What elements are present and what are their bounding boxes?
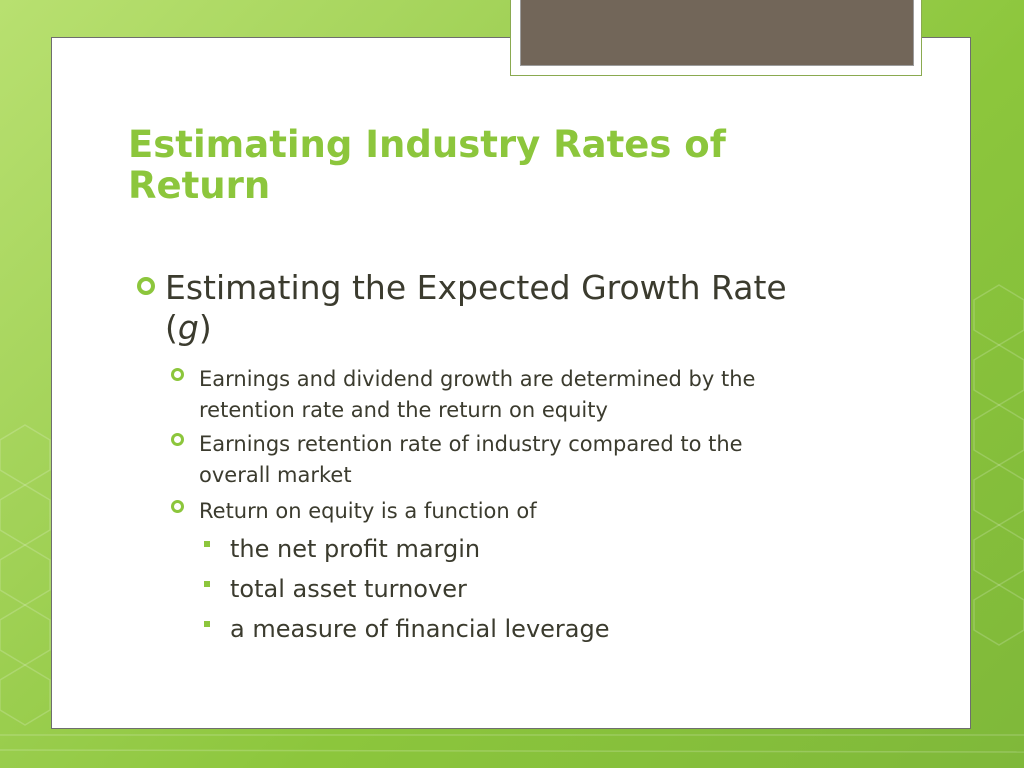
bullet-level1-text: Estimating the Expected Growth Rate	[165, 268, 787, 307]
square-bullet-icon	[204, 621, 210, 627]
bullet-level3: total asset turnover	[230, 575, 467, 603]
bullet-level2: Earnings retention rate of industry comp…	[199, 429, 859, 491]
bullet-level2: Earnings and dividend growth are determi…	[199, 364, 859, 426]
bullet-level1-variable: g	[177, 308, 199, 347]
square-bullet-icon	[204, 541, 210, 547]
bullet-level2-line2: overall market	[199, 463, 352, 487]
bullet-level2-line1: Return on equity is a function of	[199, 499, 537, 523]
ring-bullet-icon	[137, 277, 155, 295]
bullet-level1-paren-open: (	[165, 308, 178, 347]
square-bullet-icon	[204, 581, 210, 587]
bullet-level2: Return on equity is a function of	[199, 496, 859, 527]
bullet-level2-line1: Earnings and dividend growth are determi…	[199, 367, 756, 391]
ring-bullet-icon	[171, 433, 184, 446]
slide-title: Estimating Industry Rates of Return	[128, 124, 848, 206]
ring-bullet-icon	[171, 368, 184, 381]
decorative-tab	[520, 0, 914, 66]
bullet-level1-paren-close: )	[198, 308, 212, 347]
bullet-level3: a measure of financial leverage	[230, 615, 610, 643]
bullet-level2-line2: retention rate and the return on equity	[199, 398, 608, 422]
ring-bullet-icon	[171, 500, 184, 513]
bullet-level3: the net profit margin	[230, 535, 481, 563]
slide-title-line2: Return	[128, 164, 271, 207]
slide-title-line1: Estimating Industry Rates of	[128, 123, 726, 166]
bullet-level1: Estimating the Expected Growth Rate (g)	[165, 268, 855, 348]
bullet-level2-line1: Earnings retention rate of industry comp…	[199, 432, 743, 456]
